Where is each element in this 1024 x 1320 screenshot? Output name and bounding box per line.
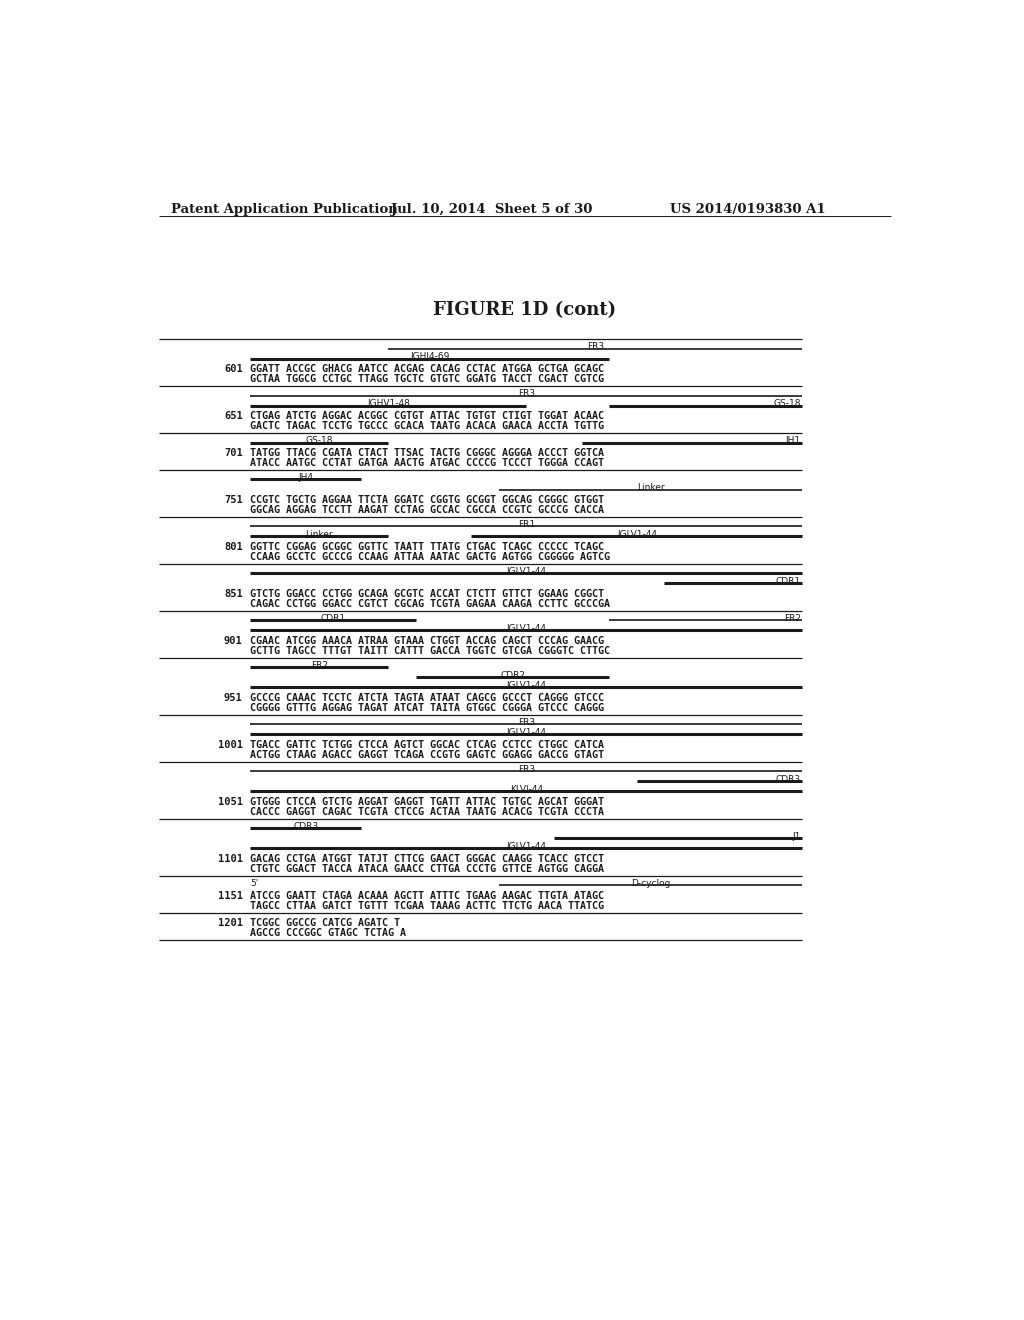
Text: 5': 5' [251, 879, 259, 888]
Text: GGTTC CGGAG GCGGC GGTTC TAATT TTATG CTGAC TCAGC CCCCC TCAGC: GGTTC CGGAG GCGGC GGTTC TAATT TTATG CTGA… [251, 543, 604, 552]
Text: CAGAC CCTGG GGACC CGTCT CGCAG TCGTA GAGAA CAAGA CCTTC GCCCGA: CAGAC CCTGG GGACC CGTCT CGCAG TCGTA GAGA… [251, 599, 610, 609]
Text: TAGCC CTTAA GATCT TGTTT TCGAA TAAAG ACTTC TTCTG AACA TTATCG: TAGCC CTTAA GATCT TGTTT TCGAA TAAAG ACTT… [251, 900, 604, 911]
Text: IGLV1-44: IGLV1-44 [616, 531, 656, 540]
Text: FR1: FR1 [518, 520, 535, 529]
Text: GCTTG TAGCC TTTGT TAITT CATTT GACCA TGGTC GTCGA CGGGTC CTTGC: GCTTG TAGCC TTTGT TAITT CATTT GACCA TGGT… [251, 645, 610, 656]
Text: Linker: Linker [305, 531, 333, 540]
Text: TCGGC GGCCG CATCG AGATC T: TCGGC GGCCG CATCG AGATC T [251, 917, 400, 928]
Text: CCGTC TGCTG AGGAA TTCTA GGATC CGGTG GCGGT GGCAG CGGGC GTGGT: CCGTC TGCTG AGGAA TTCTA GGATC CGGTG GCGG… [251, 495, 604, 504]
Text: 951: 951 [224, 693, 243, 702]
Text: CDR1: CDR1 [321, 614, 346, 623]
Text: JH1: JH1 [785, 437, 801, 445]
Text: CCAAG GCCTC GCCCG CCAAG ATTAA AATAC GACTG AGTGG CGGGGG AGTCG: CCAAG GCCTC GCCCG CCAAG ATTAA AATAC GACT… [251, 552, 610, 562]
Text: 851: 851 [224, 589, 243, 599]
Text: GCTAA TGGCG CCTGC TTAGG TGCTC GTGTC GGATG TACCT CGACT CGTCG: GCTAA TGGCG CCTGC TTAGG TGCTC GTGTC GGAT… [251, 374, 604, 384]
Text: 651: 651 [224, 411, 243, 421]
Text: TGACC GATTC TCTGG CTCCA AGTCT GGCAC CTCAG CCTCC CTGGC CATCA: TGACC GATTC TCTGG CTCCA AGTCT GGCAC CTCA… [251, 739, 604, 750]
Text: FIGURE 1D (cont): FIGURE 1D (cont) [433, 301, 616, 319]
Text: CDR1: CDR1 [775, 577, 801, 586]
Text: 701: 701 [224, 447, 243, 458]
Text: Patent Application Publication: Patent Application Publication [171, 203, 397, 216]
Text: CACCC GAGGT CAGAC TCGTA CTCCG ACTAA TAATG ACACG TCGTA CCCTA: CACCC GAGGT CAGAC TCGTA CTCCG ACTAA TAAT… [251, 807, 604, 817]
Text: IGLV1-44: IGLV1-44 [506, 842, 547, 851]
Text: GS-18: GS-18 [773, 400, 801, 408]
Text: Linker: Linker [637, 483, 665, 492]
Text: FR3: FR3 [518, 389, 535, 399]
Text: FR2: FR2 [311, 661, 328, 671]
Text: KLVI-44: KLVI-44 [510, 785, 543, 795]
Text: GS-18: GS-18 [306, 437, 333, 445]
Text: GACTC TAGAC TCCTG TGCCC GCACA TAATG ACACA GAACA ACCTA TGTTG: GACTC TAGAC TCCTG TGCCC GCACA TAATG ACAC… [251, 421, 604, 430]
Text: 1101: 1101 [218, 854, 243, 863]
Text: 801: 801 [224, 543, 243, 552]
Text: TATGG TTACG CGATA CTACT TTSAC TACTG CGGGC AGGGA ACCCT GGTCA: TATGG TTACG CGATA CTACT TTSAC TACTG CGGG… [251, 447, 604, 458]
Text: IGHV1-48: IGHV1-48 [367, 400, 410, 408]
Text: ATACC AATGC CCTAT GATGA AACTG ATGAC CCCCG TCCCT TGGGA CCAGT: ATACC AATGC CCTAT GATGA AACTG ATGAC CCCC… [251, 458, 604, 467]
Text: CDR2: CDR2 [500, 671, 525, 680]
Text: GACAG CCTGA ATGGT TATJT CTTCG GAACT GGGAC CAAGG TCACC GTCCT: GACAG CCTGA ATGGT TATJT CTTCG GAACT GGGA… [251, 854, 604, 863]
Text: IGLV1-44: IGLV1-44 [506, 568, 547, 577]
Text: CDR3: CDR3 [293, 822, 318, 832]
Text: US 2014/0193830 A1: US 2014/0193830 A1 [671, 203, 826, 216]
Text: CGGGG GTTTG AGGAG TAGAT ATCAT TAITA GTGGC CGGGA GTCCC CAGGG: CGGGG GTTTG AGGAG TAGAT ATCAT TAITA GTGG… [251, 702, 604, 713]
Text: 901: 901 [224, 636, 243, 645]
Text: 1001: 1001 [218, 739, 243, 750]
Text: GCCCG CAAAC TCCTC ATCTA TAGTA ATAAT CAGCG GCCCT CAGGG GTCCC: GCCCG CAAAC TCCTC ATCTA TAGTA ATAAT CAGC… [251, 693, 604, 702]
Text: IGLV1-44: IGLV1-44 [506, 624, 547, 634]
Text: 1201: 1201 [218, 917, 243, 928]
Text: FR3: FR3 [587, 342, 604, 351]
Text: D-cyclog: D-cyclog [631, 879, 670, 888]
Text: GGCAG AGGAG TCCTT AAGAT CCTAG GCCAC CGCCA CCGTC GCCCG CACCA: GGCAG AGGAG TCCTT AAGAT CCTAG GCCAC CGCC… [251, 506, 604, 515]
Text: AGCCG CCCGGC GTAGC TCTAG A: AGCCG CCCGGC GTAGC TCTAG A [251, 928, 407, 937]
Text: CTGTC GGACT TACCA ATACA GAACC CTTGA CCCTG GTTCE AGTGG CAGGA: CTGTC GGACT TACCA ATACA GAACC CTTGA CCCT… [251, 863, 604, 874]
Text: CDR3: CDR3 [775, 775, 801, 784]
Text: GTCTG GGACC CCTGG GCAGA GCGTC ACCAT CTCTT GTTCT GGAAG CGGCT: GTCTG GGACC CCTGG GCAGA GCGTC ACCAT CTCT… [251, 589, 604, 599]
Text: IGLV1-44: IGLV1-44 [506, 681, 547, 690]
Text: FR2: FR2 [783, 614, 801, 623]
Text: ATCCG GAATT CTAGA ACAAA AGCTT ATTTC TGAAG AAGAC TTGTA ATAGC: ATCCG GAATT CTAGA ACAAA AGCTT ATTTC TGAA… [251, 891, 604, 900]
Text: JH4: JH4 [298, 474, 313, 482]
Text: CTGAG ATCTG AGGAC ACGGC CGTGT ATTAC TGTGT CTIGT TGGAT ACAAC: CTGAG ATCTG AGGAC ACGGC CGTGT ATTAC TGTG… [251, 411, 604, 421]
Text: 751: 751 [224, 495, 243, 504]
Text: Jul. 10, 2014  Sheet 5 of 30: Jul. 10, 2014 Sheet 5 of 30 [391, 203, 593, 216]
Text: J1: J1 [793, 832, 801, 841]
Text: GTGGG CTCCA GTCTG AGGAT GAGGT TGATT ATTAC TGTGC AGCAT GGGAT: GTGGG CTCCA GTCTG AGGAT GAGGT TGATT ATTA… [251, 797, 604, 807]
Text: 1051: 1051 [218, 797, 243, 807]
Text: ACTGG CTAAG AGACC GAGGT TCAGA CCGTG GAGTC GGAGG GACCG GTAGT: ACTGG CTAAG AGACC GAGGT TCAGA CCGTG GAGT… [251, 750, 604, 760]
Text: 601: 601 [224, 364, 243, 374]
Text: CGAAC ATCGG AAACA ATRAA GTAAA CTGGT ACCAG CAGCT CCCAG GAACG: CGAAC ATCGG AAACA ATRAA GTAAA CTGGT ACCA… [251, 636, 604, 645]
Text: GGATT ACCGC GHACG AATCC ACGAG CACAG CCTAC ATGGA GCTGA GCAGC: GGATT ACCGC GHACG AATCC ACGAG CACAG CCTA… [251, 364, 604, 374]
Text: IGLV1-44: IGLV1-44 [506, 729, 547, 737]
Text: 1151: 1151 [218, 891, 243, 900]
Text: FR3: FR3 [518, 766, 535, 774]
Text: IGHJ4-69: IGHJ4-69 [410, 352, 450, 362]
Text: FR3: FR3 [518, 718, 535, 727]
